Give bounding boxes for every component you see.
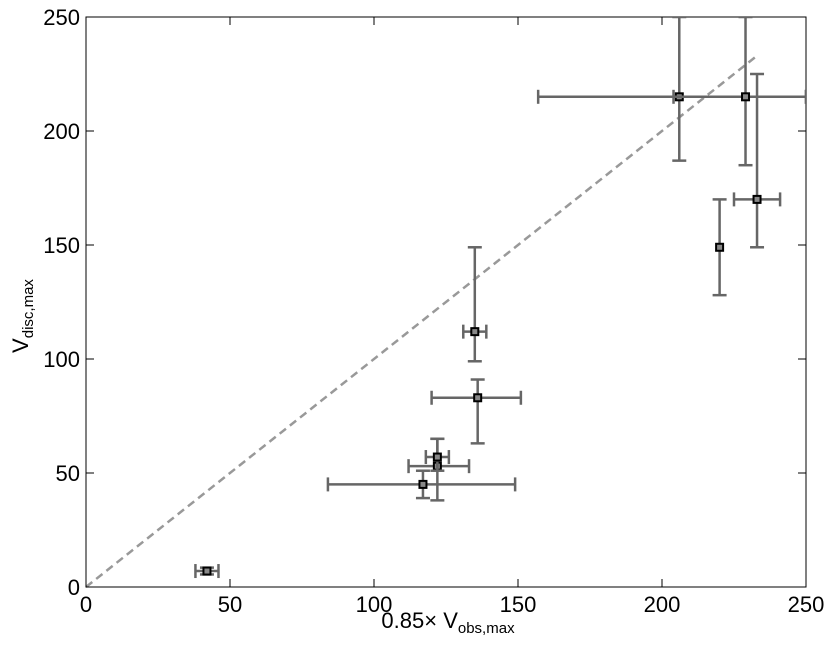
data-point-9 [712, 198, 727, 297]
x-axis-label: 0.85× Vobs,max [381, 608, 515, 637]
square-marker [432, 452, 442, 462]
plot-frame [85, 16, 807, 588]
data-point-7 [536, 17, 806, 162]
data-point-4 [424, 437, 451, 472]
data-point-2 [326, 469, 517, 500]
y-axis-label: Vdisc,max [8, 279, 37, 353]
data-point-10 [732, 72, 782, 249]
x-tick-label: 200 [644, 592, 681, 617]
data-point-5 [430, 378, 523, 445]
square-marker [752, 194, 762, 204]
square-marker [473, 393, 483, 403]
x-tick-label: 0 [80, 592, 92, 617]
square-marker [741, 92, 751, 102]
x-axis-label-subscript: obs,max [458, 620, 515, 637]
y-tick-label: 150 [43, 233, 80, 258]
square-marker [470, 327, 480, 337]
reference-line [85, 54, 758, 588]
square-marker [202, 566, 212, 576]
y-axis-label-main: V [8, 338, 33, 353]
x-tick-label: 150 [500, 592, 537, 617]
x-tick-label: 50 [218, 592, 242, 617]
y-tick-label: 200 [43, 119, 80, 144]
x-tick-label: 100 [356, 592, 393, 617]
square-marker [715, 242, 725, 252]
data-marks [194, 17, 806, 579]
data-point-1 [194, 564, 220, 579]
y-tick-label: 0 [68, 575, 80, 600]
data-point-8 [672, 17, 806, 167]
square-marker [418, 479, 428, 489]
data-point-6 [462, 246, 488, 363]
y-axis-label-subscript: disc,max [20, 279, 37, 339]
y-tick-label: 100 [43, 347, 80, 372]
x-tick-label: 250 [788, 592, 825, 617]
plot-area [85, 16, 807, 588]
x-axis-label-prefix: 0.85× V [381, 608, 458, 633]
axis-ticks: 0 50 100 150 200 250 0 50 100 150 200 250 [43, 5, 824, 617]
y-tick-label: 50 [56, 461, 80, 486]
y-tick-label: 250 [43, 5, 80, 30]
